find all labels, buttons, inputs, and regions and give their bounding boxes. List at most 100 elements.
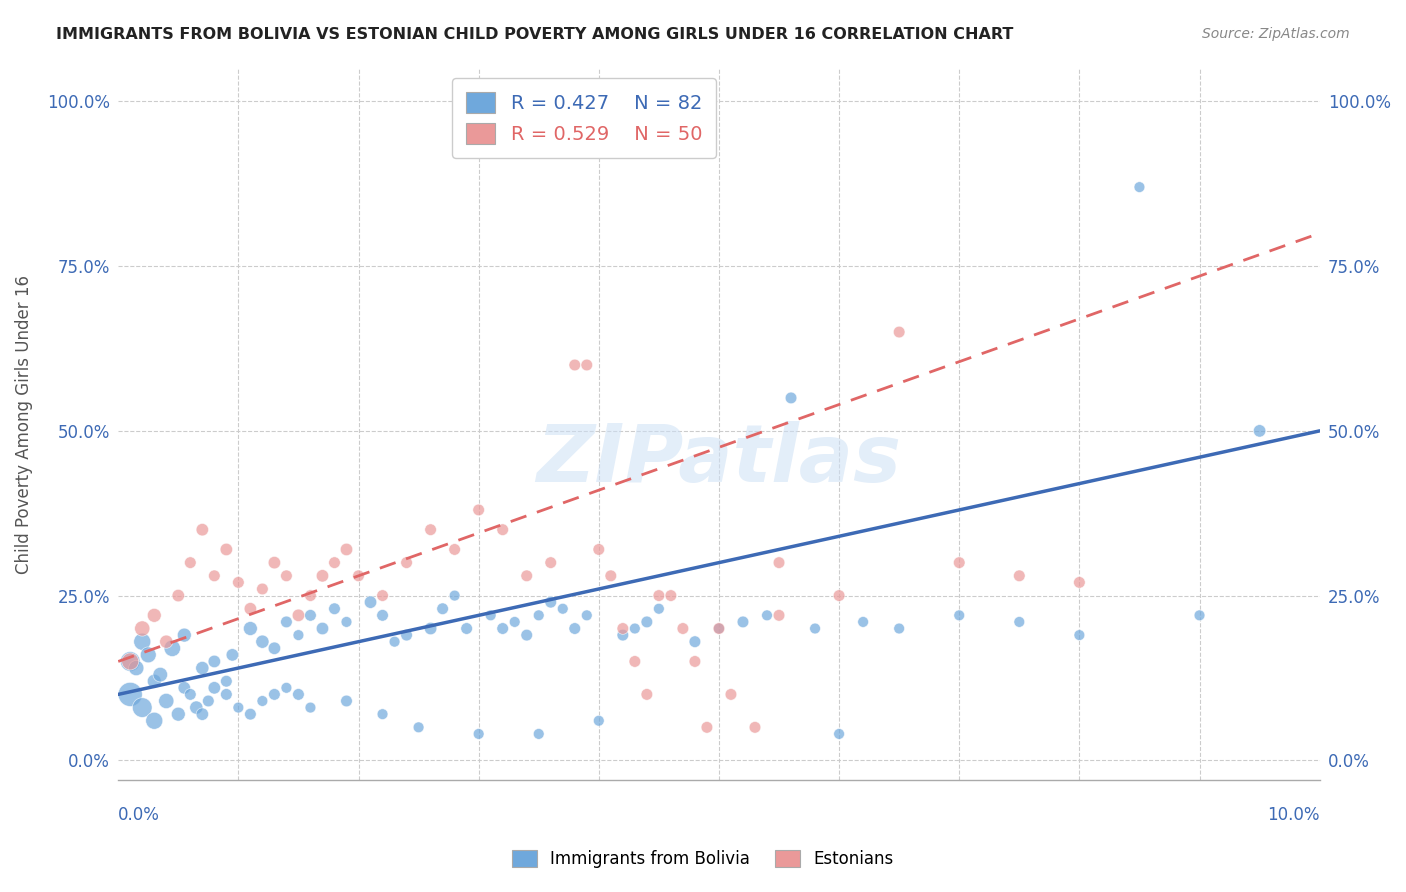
Point: [215, 687, 238, 701]
Point: [155, 694, 177, 708]
Point: [527, 727, 550, 741]
Point: [648, 589, 671, 603]
Point: [215, 674, 238, 689]
Point: [335, 694, 357, 708]
Point: [648, 601, 671, 615]
Point: [131, 634, 153, 648]
Point: [575, 358, 598, 372]
Point: [197, 694, 219, 708]
Point: [492, 622, 515, 636]
Point: [889, 325, 911, 339]
Point: [780, 391, 803, 405]
Point: [287, 628, 309, 642]
Point: [636, 615, 658, 629]
Point: [120, 655, 142, 669]
Point: [287, 687, 309, 701]
Point: [299, 700, 322, 714]
Point: [768, 608, 790, 623]
Point: [516, 569, 538, 583]
Point: [173, 681, 195, 695]
Point: [588, 542, 610, 557]
Point: [323, 556, 346, 570]
Point: [527, 608, 550, 623]
Text: ZIPatlas: ZIPatlas: [537, 421, 901, 499]
Point: [828, 589, 851, 603]
Point: [191, 707, 214, 722]
Point: [149, 667, 172, 681]
Point: [276, 569, 298, 583]
Point: [443, 589, 465, 603]
Point: [683, 634, 706, 648]
Point: [659, 589, 682, 603]
Point: [540, 556, 562, 570]
Point: [191, 661, 214, 675]
Point: [371, 589, 394, 603]
Point: [311, 622, 333, 636]
Point: [503, 615, 526, 629]
Point: [479, 608, 502, 623]
Point: [202, 569, 225, 583]
Point: [889, 622, 911, 636]
Point: [467, 503, 489, 517]
Point: [540, 595, 562, 609]
Point: [707, 622, 730, 636]
Point: [624, 655, 647, 669]
Point: [239, 601, 262, 615]
Y-axis label: Child Poverty Among Girls Under 16: Child Poverty Among Girls Under 16: [15, 275, 32, 574]
Point: [167, 707, 190, 722]
Point: [335, 615, 357, 629]
Point: [125, 661, 148, 675]
Point: [202, 681, 225, 695]
Text: 10.0%: 10.0%: [1267, 806, 1320, 824]
Point: [612, 628, 634, 642]
Point: [948, 608, 970, 623]
Point: [395, 556, 418, 570]
Point: [720, 687, 742, 701]
Point: [1008, 615, 1031, 629]
Point: [276, 615, 298, 629]
Point: [347, 569, 370, 583]
Point: [672, 622, 695, 636]
Point: [228, 575, 250, 590]
Point: [564, 358, 586, 372]
Point: [311, 569, 333, 583]
Legend: R = 0.427    N = 82, R = 0.529    N = 50: R = 0.427 N = 82, R = 0.529 N = 50: [453, 78, 716, 158]
Point: [120, 687, 142, 701]
Point: [371, 608, 394, 623]
Point: [323, 601, 346, 615]
Point: [263, 556, 285, 570]
Point: [443, 542, 465, 557]
Point: [202, 655, 225, 669]
Point: [143, 714, 166, 728]
Point: [456, 622, 478, 636]
Point: [395, 628, 418, 642]
Point: [131, 700, 153, 714]
Point: [276, 681, 298, 695]
Point: [1249, 424, 1271, 438]
Point: [252, 694, 274, 708]
Point: [384, 634, 406, 648]
Point: [492, 523, 515, 537]
Point: [564, 622, 586, 636]
Legend: Immigrants from Bolivia, Estonians: Immigrants from Bolivia, Estonians: [505, 843, 901, 875]
Point: [299, 608, 322, 623]
Point: [287, 608, 309, 623]
Point: [221, 648, 243, 662]
Point: [852, 615, 875, 629]
Point: [228, 700, 250, 714]
Point: [948, 556, 970, 570]
Point: [131, 622, 153, 636]
Point: [1008, 569, 1031, 583]
Point: [588, 714, 610, 728]
Point: [1128, 180, 1150, 194]
Point: [516, 628, 538, 642]
Point: [828, 727, 851, 741]
Point: [432, 601, 454, 615]
Text: IMMIGRANTS FROM BOLIVIA VS ESTONIAN CHILD POVERTY AMONG GIRLS UNDER 16 CORRELATI: IMMIGRANTS FROM BOLIVIA VS ESTONIAN CHIL…: [56, 27, 1014, 42]
Point: [744, 720, 766, 734]
Point: [143, 608, 166, 623]
Point: [179, 556, 201, 570]
Point: [239, 622, 262, 636]
Text: 0.0%: 0.0%: [118, 806, 160, 824]
Point: [167, 589, 190, 603]
